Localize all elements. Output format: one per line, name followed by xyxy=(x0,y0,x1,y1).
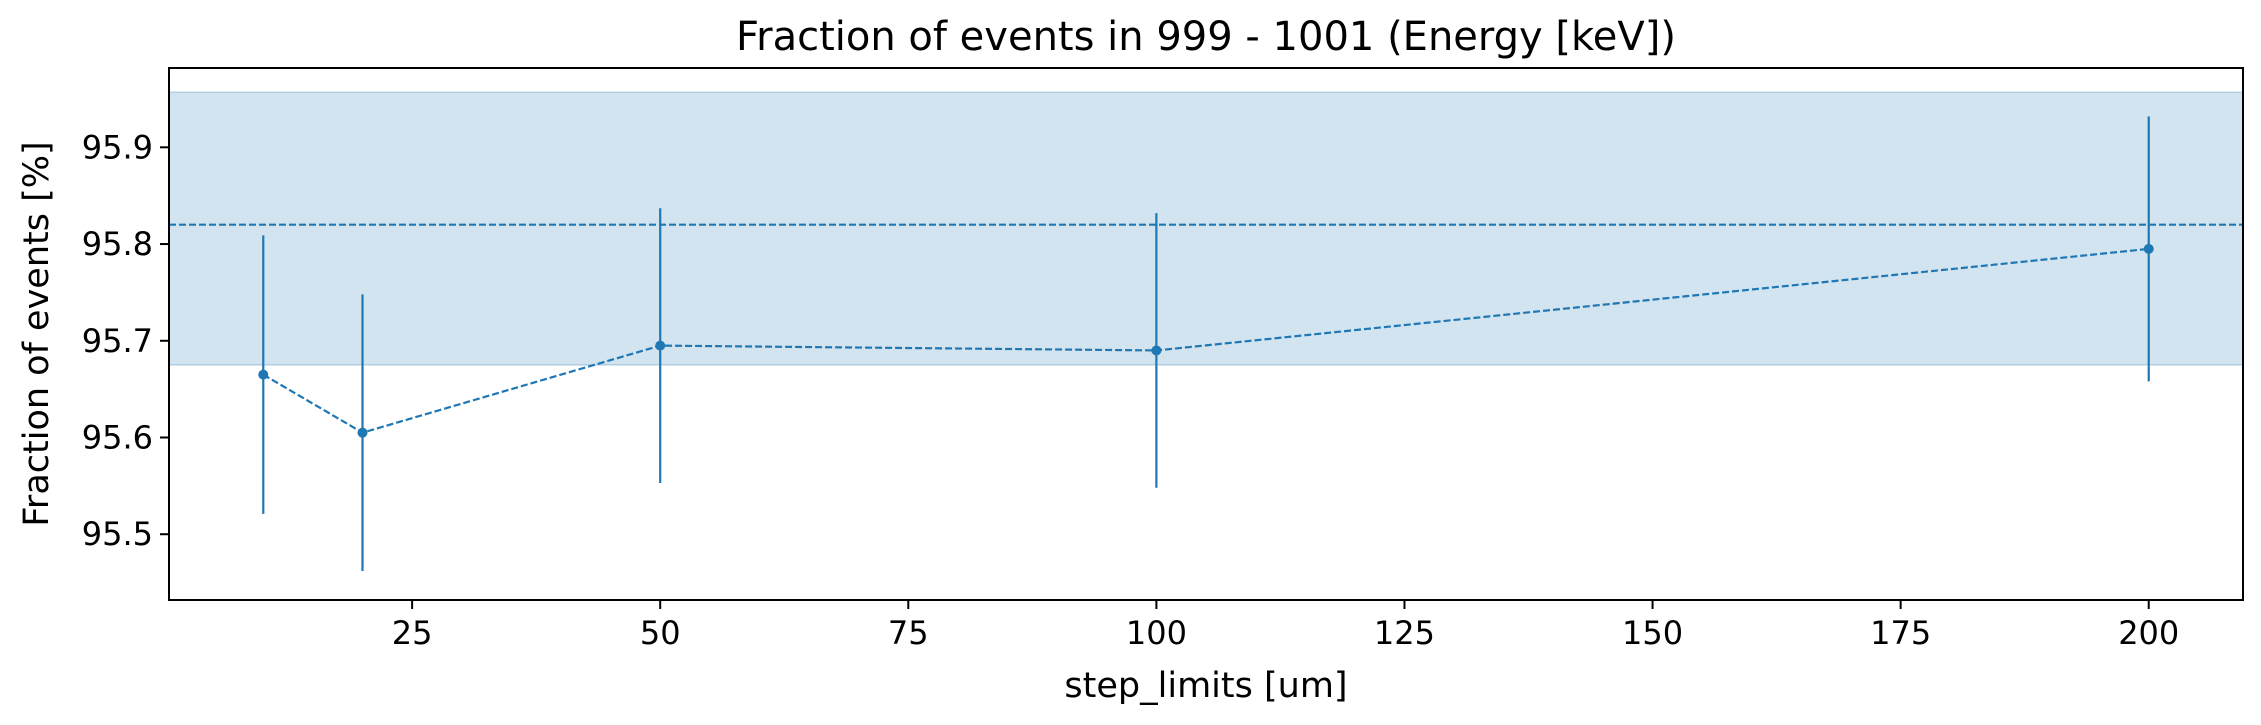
x-axis-label: step_limits [um] xyxy=(1064,666,1347,706)
x-tick-label: 100 xyxy=(1126,614,1187,652)
y-axis: 95.5 95.6 95.7 95.8 95.9 xyxy=(82,128,169,553)
axes-frame xyxy=(168,67,2244,601)
x-tick-label: 175 xyxy=(1870,614,1931,652)
x-tick-label: 25 xyxy=(392,614,433,652)
x-tick-label: 150 xyxy=(1622,614,1683,652)
plot-area xyxy=(168,91,2244,571)
data-point xyxy=(655,340,666,351)
y-tick-label: 95.5 xyxy=(82,515,153,553)
y-tick-label: 95.9 xyxy=(82,128,153,166)
chart-title: Fraction of events in 999 - 1001 (Energy… xyxy=(736,14,1676,60)
x-tick-label: 75 xyxy=(888,614,929,652)
x-tick-label: 50 xyxy=(640,614,681,652)
y-tick-label: 95.8 xyxy=(82,225,153,263)
data-point xyxy=(357,427,368,438)
y-axis-label: Fraction of events [%] xyxy=(17,141,57,526)
x-tick-label: 200 xyxy=(2118,614,2179,652)
x-axis: 25 50 75 100 125 150 175 200 xyxy=(392,600,2179,652)
data-point xyxy=(1151,345,1162,356)
y-tick-label: 95.7 xyxy=(82,322,153,360)
data-point xyxy=(2143,243,2154,254)
data-point xyxy=(258,369,269,380)
y-tick-label: 95.6 xyxy=(82,418,153,456)
reference-band xyxy=(168,91,2244,366)
x-tick-label: 125 xyxy=(1374,614,1435,652)
